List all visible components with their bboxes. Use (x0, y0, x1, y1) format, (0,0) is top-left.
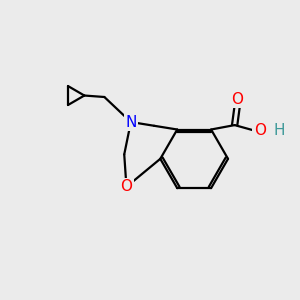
Text: O: O (254, 124, 266, 139)
Text: H: H (274, 124, 285, 139)
Text: O: O (232, 92, 244, 107)
Text: N: N (125, 115, 136, 130)
Text: O: O (120, 179, 132, 194)
